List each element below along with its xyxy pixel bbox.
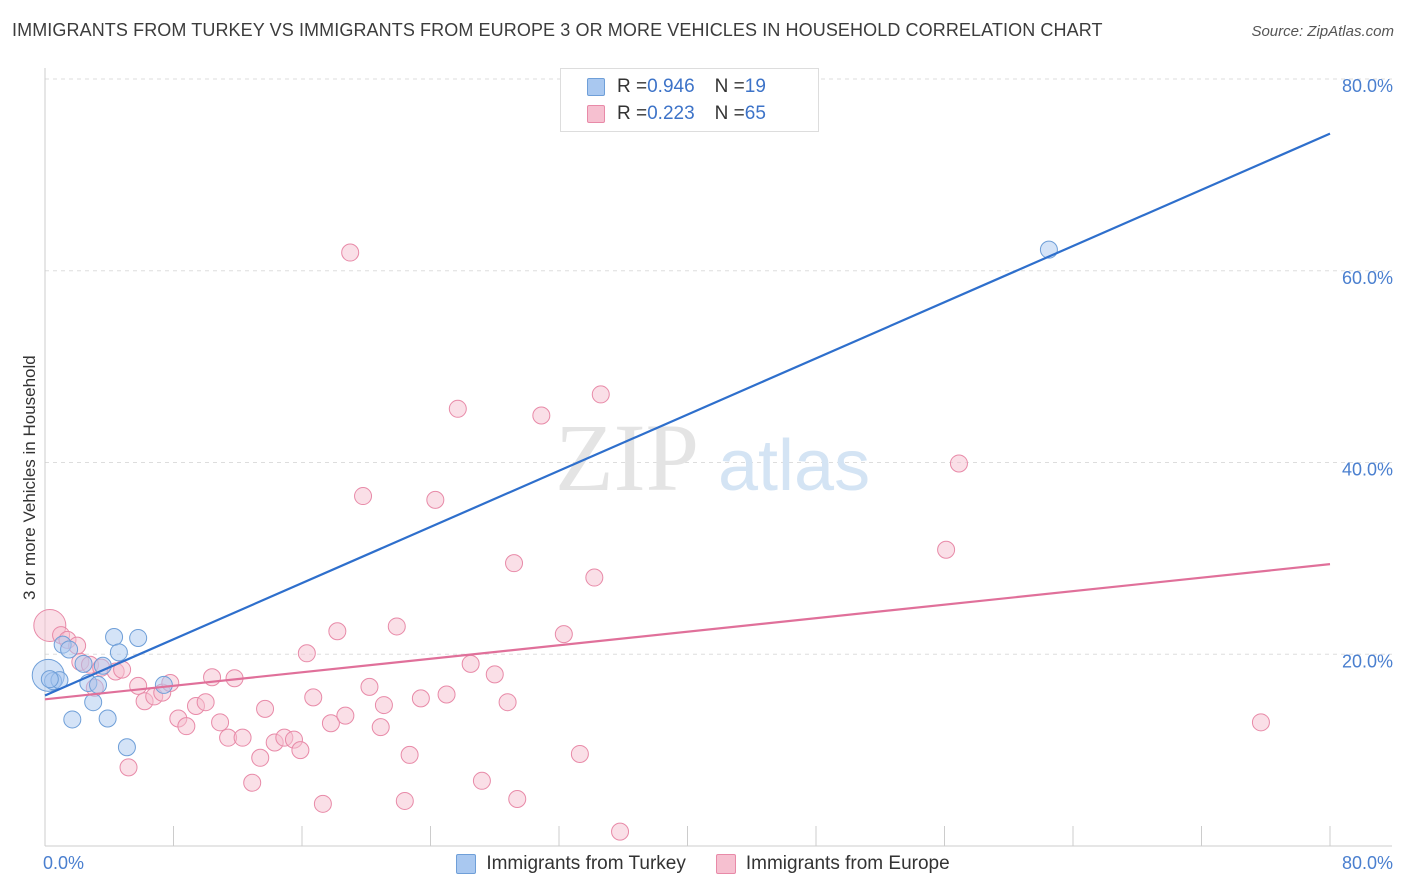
point-turkey <box>84 693 103 712</box>
point-europe <box>119 758 138 777</box>
legend-r-value: 0.223 <box>647 103 695 124</box>
point-europe <box>211 713 230 732</box>
point-europe <box>532 406 551 425</box>
point-europe <box>196 693 215 712</box>
point-turkey <box>154 675 173 694</box>
legend-label-turkey: Immigrants from Turkey <box>486 853 686 874</box>
gridlines <box>45 78 1392 655</box>
legend-item-europe[interactable]: Immigrants from Europe <box>715 852 950 876</box>
point-europe <box>437 685 456 704</box>
y-axis-label: 3 or more Vehicles in Household <box>20 355 39 600</box>
trend-lines <box>44 132 1331 701</box>
watermark-zip: ZIP <box>555 404 699 511</box>
correlation-legend: R = 0.946 N = 19 R = 0.223 N = 65 <box>560 68 819 132</box>
legend-item-turkey[interactable]: Immigrants from Turkey <box>456 852 686 876</box>
point-turkey <box>109 643 128 662</box>
series-legend: Immigrants from Turkey Immigrants from E… <box>0 852 1406 876</box>
point-europe <box>336 706 355 725</box>
legend-row-turkey: R = 0.946 N = 19 <box>587 75 766 99</box>
legend-r-value: 0.946 <box>647 76 695 97</box>
point-europe <box>354 487 373 506</box>
trend-line-europe <box>44 563 1331 701</box>
point-europe <box>243 773 262 792</box>
legend-n-value: 19 <box>744 76 766 97</box>
point-europe <box>485 665 504 684</box>
chart-title: IMMIGRANTS FROM TURKEY VS IMMIGRANTS FRO… <box>12 20 1103 40</box>
legend-r-label: R = <box>617 76 648 97</box>
series-turkey-points <box>31 240 1058 757</box>
legend-swatch-turkey <box>456 854 477 874</box>
point-europe <box>321 714 340 733</box>
source-label: Source: ZipAtlas.com <box>1251 23 1394 40</box>
legend-swatch-europe <box>715 854 736 874</box>
legend-row-europe: R = 0.223 N = 65 <box>587 102 766 126</box>
point-turkey <box>89 675 108 694</box>
point-europe <box>256 699 275 718</box>
point-europe <box>498 693 517 712</box>
y-tick-label: 80.0% <box>1342 76 1393 96</box>
point-turkey <box>129 628 148 647</box>
point-europe <box>461 654 480 673</box>
y-tick-label: 60.0% <box>1342 268 1393 288</box>
point-europe <box>297 644 316 663</box>
point-europe <box>291 741 310 760</box>
point-turkey <box>60 640 79 659</box>
point-europe <box>177 717 196 736</box>
point-europe <box>360 677 379 696</box>
watermark-atlas: atlas <box>718 426 870 506</box>
point-europe <box>371 718 390 737</box>
point-europe <box>313 794 332 813</box>
legend-r-label: R = <box>617 103 648 124</box>
point-europe <box>129 676 148 695</box>
point-europe <box>328 622 347 641</box>
point-europe <box>949 454 968 473</box>
point-europe <box>387 617 406 636</box>
y-tick-label: 20.0% <box>1342 651 1393 671</box>
legend-swatch-turkey <box>587 78 605 96</box>
point-europe <box>591 385 610 404</box>
series-europe-points <box>33 243 1270 841</box>
axis-ticks: 20.0% 40.0% 60.0% 80.0% 0.0% 80.0% <box>43 76 1393 873</box>
point-europe <box>426 490 445 509</box>
watermark: ZIP atlas <box>555 404 870 511</box>
point-europe <box>251 748 270 767</box>
point-europe <box>400 745 419 764</box>
point-europe <box>233 728 252 747</box>
point-turkey <box>105 627 124 646</box>
point-europe <box>411 689 430 708</box>
point-europe <box>304 688 323 707</box>
legend-n-label: N = <box>714 76 745 97</box>
point-europe <box>585 568 604 587</box>
legend-label-europe: Immigrants from Europe <box>745 853 950 874</box>
point-europe <box>1251 713 1270 732</box>
point-turkey <box>98 709 117 728</box>
point-europe <box>341 243 360 262</box>
legend-swatch-europe <box>587 105 605 123</box>
point-turkey <box>74 654 93 673</box>
point-europe <box>937 540 956 559</box>
x-tick-label: 0.0% <box>43 853 84 873</box>
point-turkey <box>63 710 82 729</box>
point-europe <box>611 822 630 841</box>
axes <box>44 68 1392 847</box>
point-europe <box>374 696 393 715</box>
point-europe <box>505 554 524 573</box>
y-tick-label: 40.0% <box>1342 460 1393 480</box>
x-tick-label: 80.0% <box>1342 853 1393 873</box>
point-europe <box>554 625 573 644</box>
point-europe <box>570 744 589 763</box>
legend-n-label: N = <box>714 103 745 124</box>
point-europe <box>448 399 467 418</box>
legend-n-value: 65 <box>744 103 766 124</box>
point-europe <box>472 771 491 790</box>
point-turkey <box>117 738 136 757</box>
trend-line-turkey <box>44 132 1331 697</box>
point-turkey <box>40 670 59 689</box>
point-europe <box>508 790 527 809</box>
point-europe <box>395 791 414 810</box>
